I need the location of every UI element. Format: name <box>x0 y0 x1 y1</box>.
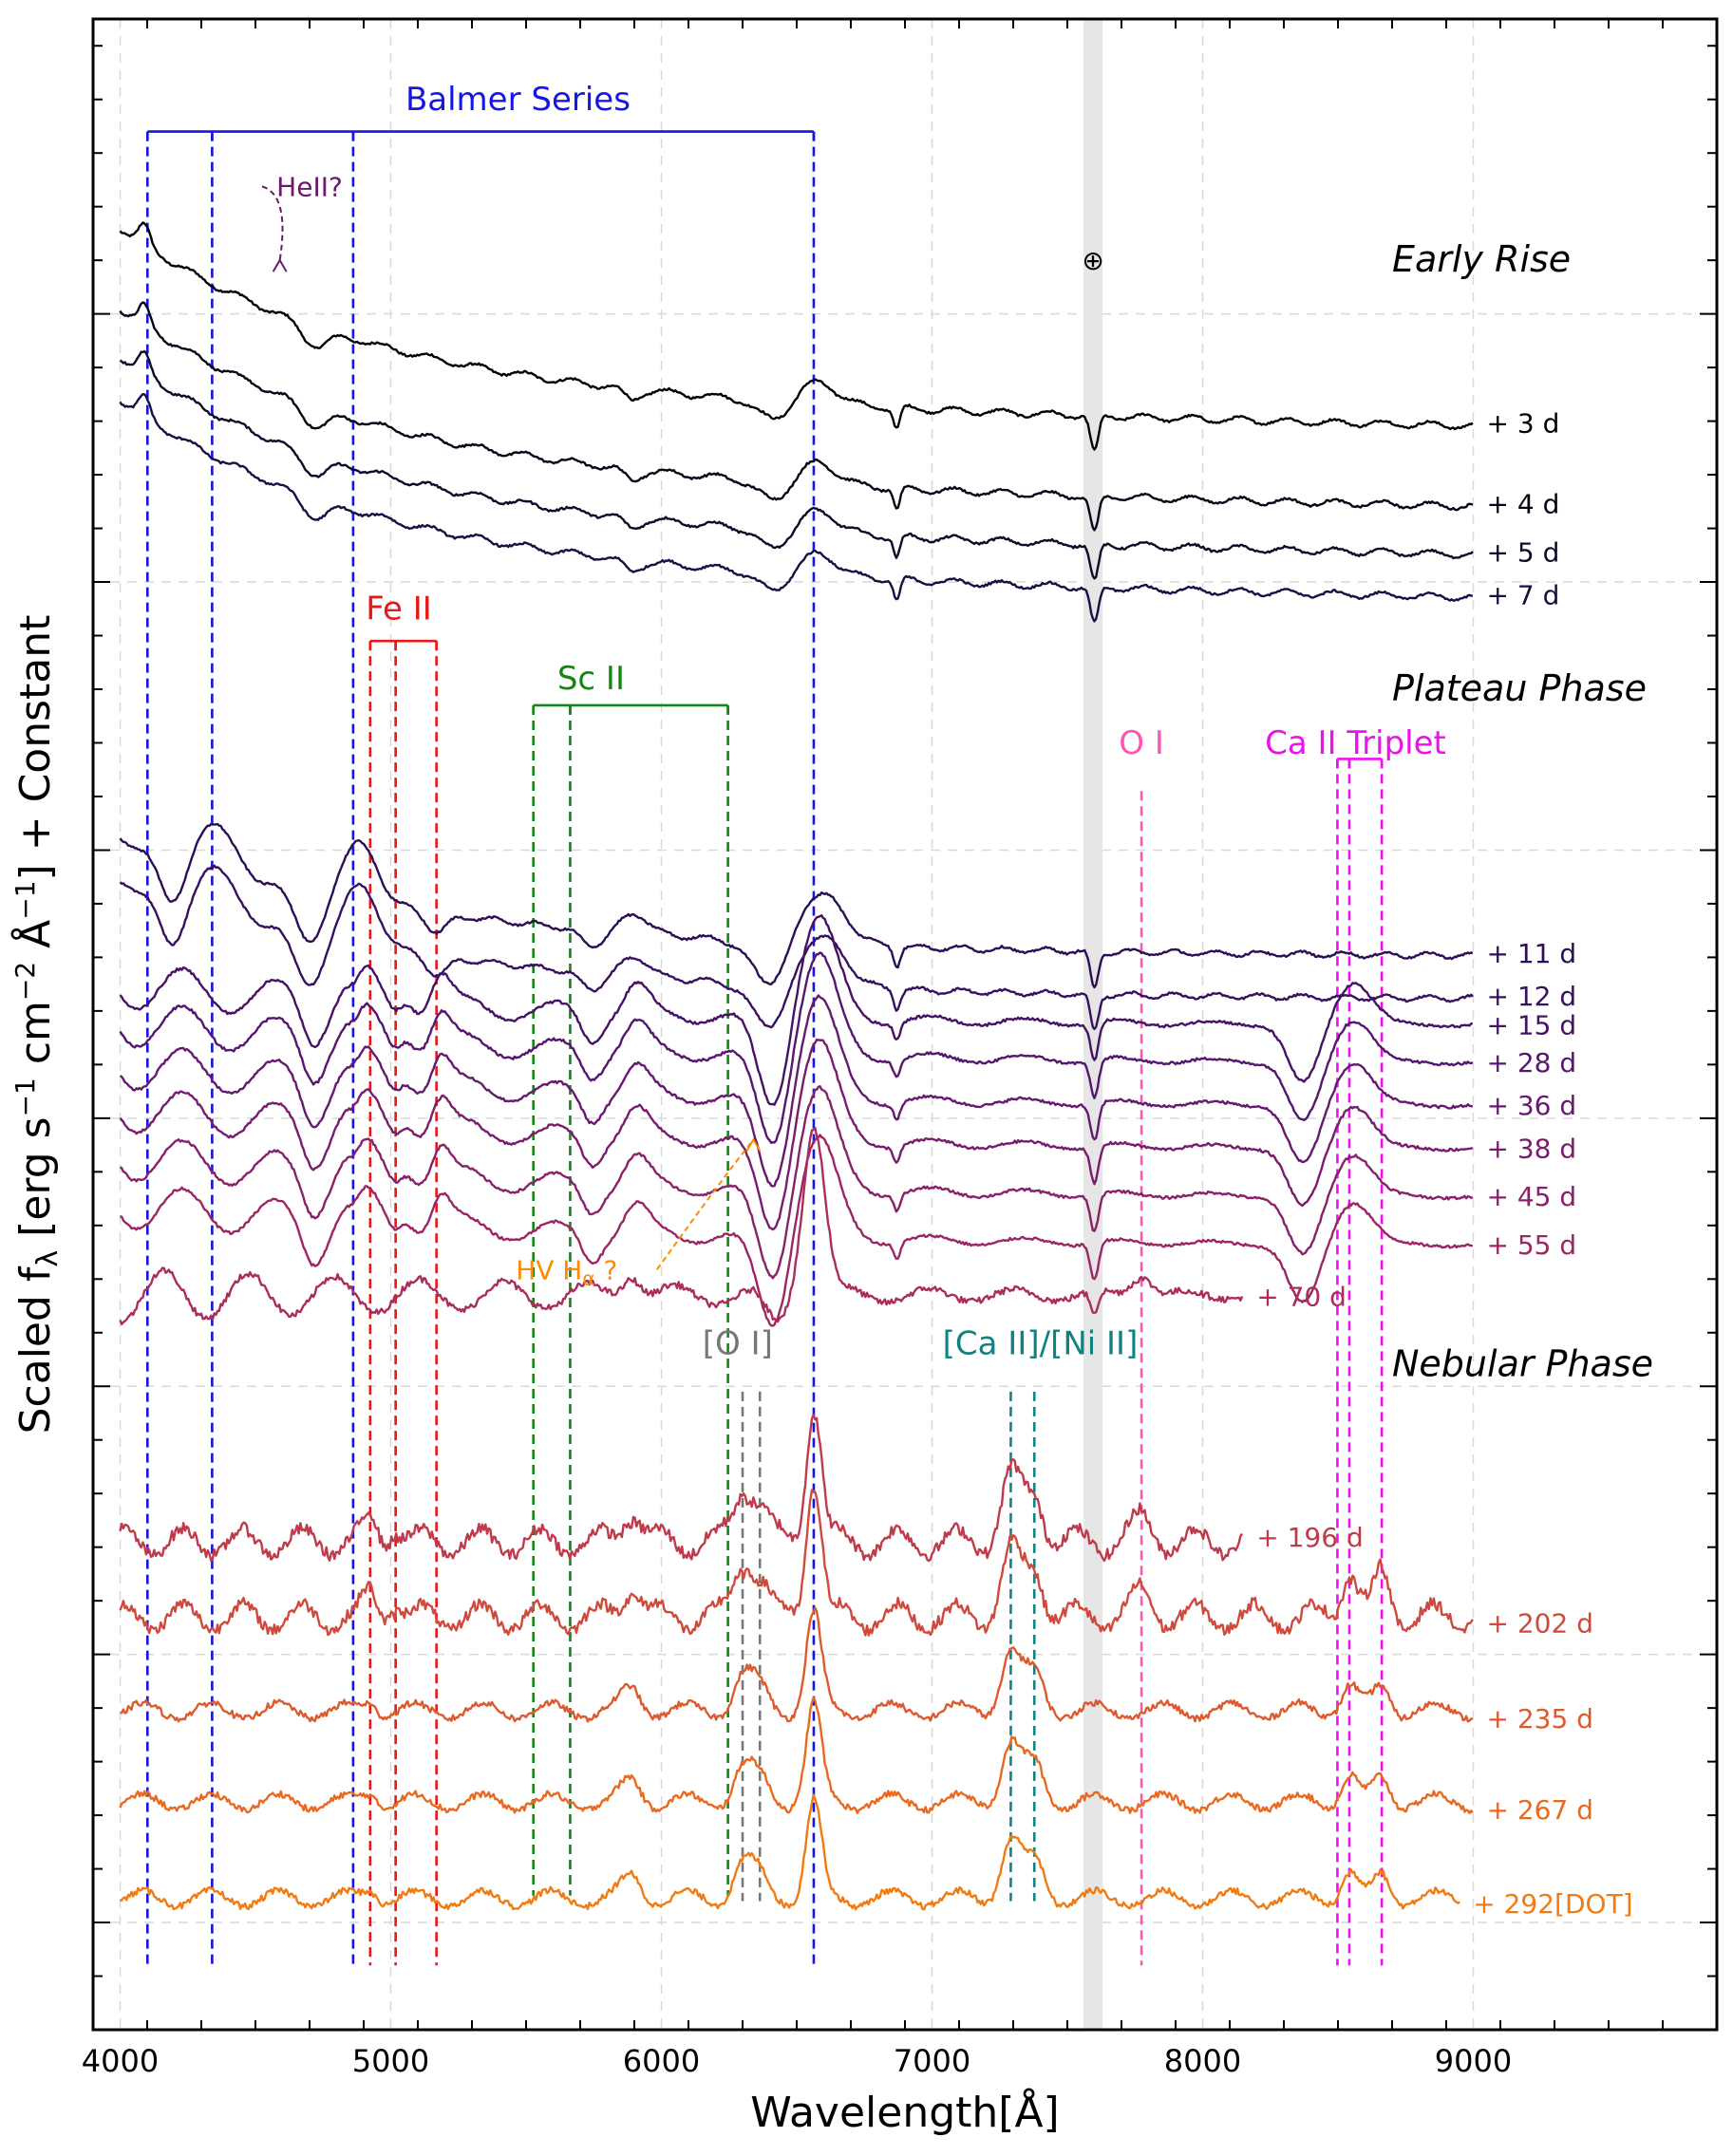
spectrum-6 <box>119 914 1474 1106</box>
epoch-label-8: + 36 d <box>1487 1090 1577 1121</box>
ylabel-main: Scaled f <box>11 1265 60 1434</box>
annotation-arrow-1 <box>655 1138 755 1270</box>
epoch-label-10: + 45 d <box>1487 1181 1577 1212</box>
epoch-label-13: + 196 d <box>1256 1522 1363 1553</box>
epoch-labels: + 3 d + 4 d + 5 d + 7 d + 11 d + 12 d+ 15 d + … <box>1256 408 1632 1920</box>
x-tick-label-5: 9000 <box>1435 2043 1512 2079</box>
epoch-label-15: + 235 d <box>1487 1703 1593 1734</box>
spectrum-4 <box>119 822 1474 989</box>
ylabel-open: [erg s <box>11 1116 60 1249</box>
line-id-label-3: O I <box>1119 724 1164 762</box>
spectra-series <box>119 221 1474 1911</box>
epoch-label-11: + 55 d <box>1487 1229 1577 1261</box>
spectrum-9 <box>119 1038 1474 1231</box>
spectrum-15 <box>120 1606 1474 1723</box>
epoch-label-7: + 28 d <box>1487 1047 1577 1078</box>
x-tick-label-0: 4000 <box>82 2043 159 2079</box>
epoch-label-1: + 4 d <box>1487 488 1560 519</box>
epoch-label-3: + 7 d <box>1487 579 1560 610</box>
ylabel-close: ] + Constant <box>11 615 60 881</box>
x-tick-label-1: 5000 <box>352 2043 429 2079</box>
spectrum-17 <box>119 1793 1460 1911</box>
spectrum-16 <box>119 1697 1474 1814</box>
ylabel-sup3: −1 <box>9 880 41 919</box>
x-axis-title: Wavelength[Å] <box>750 2087 1059 2137</box>
x-tick-label-4: 8000 <box>1164 2043 1241 2079</box>
epoch-label-14: + 202 d <box>1487 1607 1593 1639</box>
spectrum-13 <box>119 1414 1244 1563</box>
epoch-label-6: + 15 d <box>1487 1009 1577 1041</box>
grid-lines <box>93 19 1717 2030</box>
annotation-1: HV Hα ? <box>516 1254 617 1289</box>
ylabel-sup2: −2 <box>9 962 41 1001</box>
annotation-sub: α <box>582 1266 594 1289</box>
epoch-label-5: + 12 d <box>1487 981 1577 1012</box>
line-id-label-0: Balmer Series <box>405 81 631 119</box>
spectrum-3 <box>119 393 1474 623</box>
line-id-label-4: Ca II Triplet <box>1265 724 1446 762</box>
epoch-label-16: + 267 d <box>1487 1794 1593 1826</box>
x-tick-label-3: 7000 <box>894 2043 970 2079</box>
annotation-arrow-0 <box>261 185 284 261</box>
spectrum-5 <box>119 864 1474 1031</box>
phase-label-0: Early Rise <box>1392 238 1571 280</box>
line-id-label-6: [Ca II]/[Ni II] <box>943 1324 1139 1362</box>
epoch-label-2: + 5 d <box>1487 536 1560 568</box>
ylabel-sub: λ <box>31 1250 65 1267</box>
annotation-0: HeII? <box>276 171 343 202</box>
axes <box>91 17 1719 2032</box>
spectrum-0 <box>119 221 1474 451</box>
epoch-label-9: + 38 d <box>1487 1133 1577 1164</box>
phase-labels: Early Rise Plateau Phase Nebular Phase <box>1392 238 1653 1384</box>
spectrum-7 <box>119 951 1474 1144</box>
epoch-label-17: + 292[DOT] <box>1473 1888 1632 1920</box>
spectrum-1 <box>119 301 1474 532</box>
spectrum-12 <box>119 1126 1244 1325</box>
epoch-label-12: + 70 d <box>1256 1282 1347 1313</box>
annotation-tail: ? <box>595 1254 618 1285</box>
spectrum-14 <box>119 1489 1474 1637</box>
annotation-main: HV H <box>516 1254 582 1285</box>
line-id-label-2: Sc II <box>557 660 625 698</box>
spectrum-2 <box>119 349 1474 580</box>
line-id-label-5: [O I] <box>703 1324 773 1362</box>
x-tick-labels: 4000 5000 6000 7000 8000 9000 <box>82 2043 1512 2079</box>
phase-label-2: Nebular Phase <box>1392 1343 1653 1385</box>
x-tick-label-2: 6000 <box>623 2043 700 2079</box>
ylabel-mid1: cm <box>11 1001 60 1078</box>
spectrum-10 <box>119 1085 1474 1280</box>
y-axis-title: Scaled fλ [erg s−1 cm−2 Å−1] + Constant <box>9 615 65 1434</box>
annotation-arrowhead-1 <box>745 1137 762 1152</box>
ylabel-mid2: Å <box>9 920 60 962</box>
epoch-label-0: + 3 d <box>1487 408 1560 440</box>
annotations: HeII? HV Hα ? <box>261 171 762 1289</box>
phase-label-1: Plateau Phase <box>1392 667 1647 709</box>
telluric-symbol: ⊕ <box>1082 245 1103 276</box>
spectrum-11 <box>120 1134 1473 1327</box>
line-identifications: Balmer Series Fe II Sc II O I Ca II Triplet [… <box>145 81 1446 1966</box>
spectrum-8 <box>119 994 1473 1188</box>
line-id-label-1: Fe II <box>366 591 431 628</box>
epoch-label-4: + 11 d <box>1487 938 1577 969</box>
annotation-arrowhead-0 <box>272 258 288 272</box>
ylabel-sup1: −1 <box>9 1078 41 1116</box>
